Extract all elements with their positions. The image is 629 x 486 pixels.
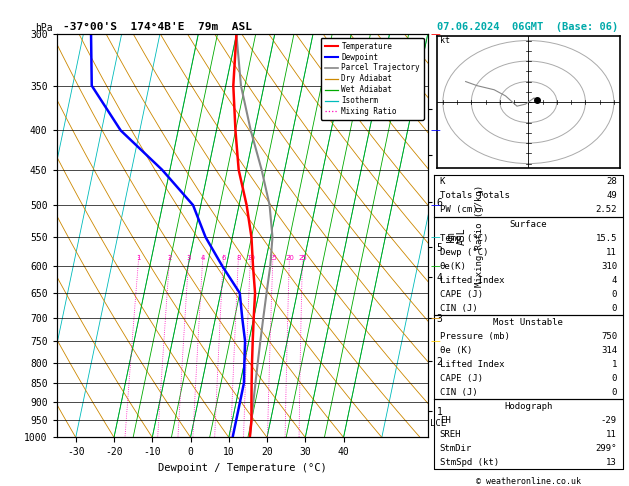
Legend: Temperature, Dewpoint, Parcel Trajectory, Dry Adiabat, Wet Adiabat, Isotherm, Mi: Temperature, Dewpoint, Parcel Trajectory… — [321, 38, 424, 120]
Text: © weatheronline.co.uk: © weatheronline.co.uk — [476, 477, 581, 486]
Text: 13: 13 — [606, 458, 617, 467]
Text: CIN (J): CIN (J) — [440, 304, 477, 312]
Text: 8: 8 — [237, 255, 241, 261]
Text: 299°: 299° — [596, 444, 617, 453]
Text: Temp (°C): Temp (°C) — [440, 234, 488, 243]
Text: θe(K): θe(K) — [440, 261, 467, 271]
Text: 25: 25 — [298, 255, 307, 261]
Text: 15.5: 15.5 — [596, 234, 617, 243]
Text: Lifted Index: Lifted Index — [440, 360, 504, 369]
Text: —: — — [431, 200, 441, 210]
Text: 2.52: 2.52 — [596, 206, 617, 214]
Text: 11: 11 — [606, 430, 617, 439]
Text: -29: -29 — [601, 416, 617, 425]
Text: 49: 49 — [606, 191, 617, 201]
Text: 2: 2 — [167, 255, 172, 261]
Text: —: — — [431, 336, 441, 346]
Text: Hodograph: Hodograph — [504, 402, 552, 411]
Text: kt: kt — [440, 35, 450, 45]
Text: 0: 0 — [611, 304, 617, 312]
Text: 10: 10 — [246, 255, 255, 261]
Text: Surface: Surface — [509, 220, 547, 228]
Text: θe (K): θe (K) — [440, 346, 472, 355]
Text: CAPE (J): CAPE (J) — [440, 290, 482, 298]
Text: StmDir: StmDir — [440, 444, 472, 453]
Text: —: — — [431, 29, 441, 39]
Text: Dewp (°C): Dewp (°C) — [440, 247, 488, 257]
Text: 1: 1 — [136, 255, 141, 261]
Text: 15: 15 — [269, 255, 277, 261]
Text: hPa: hPa — [35, 23, 53, 33]
Text: Pressure (mb): Pressure (mb) — [440, 331, 509, 341]
Text: EH: EH — [440, 416, 450, 425]
Text: Mixing Ratio (g/kg): Mixing Ratio (g/kg) — [475, 185, 484, 287]
Text: 310: 310 — [601, 261, 617, 271]
Text: 28: 28 — [606, 177, 617, 187]
Text: PW (cm): PW (cm) — [440, 206, 477, 214]
Text: Lifted Index: Lifted Index — [440, 276, 504, 285]
Text: -37°00'S  174°4B'E  79m  ASL: -37°00'S 174°4B'E 79m ASL — [63, 21, 252, 32]
Text: —: — — [431, 232, 441, 242]
Text: Most Unstable: Most Unstable — [493, 318, 564, 327]
Text: 3: 3 — [187, 255, 191, 261]
Text: K: K — [440, 177, 445, 187]
Text: —: — — [431, 261, 441, 271]
Text: 4: 4 — [611, 276, 617, 285]
Text: 20: 20 — [285, 255, 294, 261]
Text: 0: 0 — [611, 388, 617, 397]
Text: —: — — [431, 125, 441, 136]
Text: 4: 4 — [201, 255, 205, 261]
Text: 1: 1 — [611, 360, 617, 369]
Text: CAPE (J): CAPE (J) — [440, 374, 482, 382]
X-axis label: Dewpoint / Temperature (°C): Dewpoint / Temperature (°C) — [158, 463, 326, 473]
Text: 750: 750 — [601, 331, 617, 341]
Text: 314: 314 — [601, 346, 617, 355]
Text: Totals Totals: Totals Totals — [440, 191, 509, 201]
Text: 07.06.2024  06GMT  (Base: 06): 07.06.2024 06GMT (Base: 06) — [437, 21, 618, 32]
Text: 6: 6 — [221, 255, 226, 261]
Text: StmSpd (kt): StmSpd (kt) — [440, 458, 499, 467]
Text: 0: 0 — [611, 374, 617, 382]
Text: SREH: SREH — [440, 430, 461, 439]
Text: 11: 11 — [606, 247, 617, 257]
Text: CIN (J): CIN (J) — [440, 388, 477, 397]
Text: —: — — [431, 313, 441, 323]
Text: 0: 0 — [611, 290, 617, 298]
Y-axis label: km
ASL: km ASL — [445, 227, 467, 244]
Text: LCL: LCL — [430, 419, 446, 428]
